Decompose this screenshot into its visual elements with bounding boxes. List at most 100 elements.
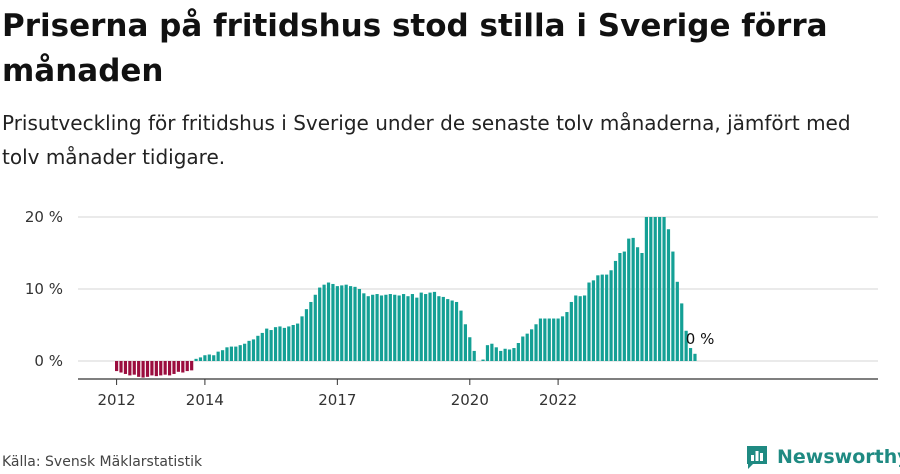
bar	[596, 275, 600, 361]
newsworthy-icon	[747, 446, 767, 469]
bar	[530, 329, 534, 361]
bar	[384, 294, 388, 361]
bar	[207, 354, 211, 361]
bar	[454, 301, 459, 361]
bar	[507, 349, 512, 361]
bar	[587, 282, 591, 361]
bar	[512, 348, 516, 361]
bar	[437, 296, 441, 361]
bar	[137, 361, 141, 377]
bar	[463, 324, 467, 361]
bar	[569, 301, 573, 361]
bar	[167, 361, 172, 376]
bar	[119, 361, 123, 373]
brand-logo: Newsworthy	[745, 442, 900, 472]
bar	[238, 345, 242, 361]
bars	[115, 217, 697, 378]
bar	[247, 340, 251, 361]
bar	[441, 296, 445, 361]
bar	[662, 217, 666, 361]
bar	[123, 361, 128, 374]
bar	[635, 247, 640, 361]
bar	[521, 336, 525, 361]
bar	[419, 292, 423, 361]
bar	[534, 324, 538, 361]
x-tick-label: 2020	[451, 391, 489, 409]
grid-lines	[78, 216, 878, 362]
bar	[468, 337, 472, 361]
bar	[132, 361, 136, 375]
bar	[379, 295, 384, 361]
bar	[313, 294, 317, 361]
bar	[499, 350, 503, 361]
bar	[353, 286, 357, 361]
bar	[494, 347, 498, 361]
chart-subtitle: Prisutveckling för fritidshus i Sverige …	[2, 111, 851, 169]
bar	[154, 361, 158, 377]
bar	[309, 301, 313, 361]
bar	[490, 343, 494, 361]
bar	[291, 325, 295, 361]
bar	[366, 296, 370, 361]
bar	[627, 238, 631, 361]
bar	[251, 339, 256, 361]
bar	[335, 286, 339, 361]
bar	[393, 294, 397, 361]
bar	[220, 350, 225, 361]
bar	[631, 237, 635, 361]
bar	[362, 293, 366, 361]
y-tick-label: 10 %	[25, 280, 63, 298]
x-axis: 2012 2014 2017 2020 2022	[78, 378, 878, 409]
bar	[340, 285, 344, 361]
bar	[653, 217, 657, 361]
bar	[432, 291, 437, 361]
bar	[265, 328, 269, 361]
bar	[260, 332, 264, 361]
bar	[349, 286, 353, 361]
bar	[574, 295, 578, 361]
bar	[640, 253, 644, 361]
bar	[185, 361, 189, 372]
x-tick-label: 2022	[539, 391, 577, 409]
bar	[410, 294, 415, 361]
bar	[318, 287, 322, 361]
brand-name: Newsworthy	[777, 446, 900, 468]
bar	[565, 312, 569, 361]
bar	[172, 361, 176, 374]
bar	[675, 281, 679, 361]
bar	[229, 346, 233, 361]
bar	[424, 294, 428, 361]
bar	[273, 327, 278, 361]
bar	[198, 357, 203, 361]
bar	[485, 345, 490, 361]
bar	[591, 280, 596, 361]
bar	[578, 296, 582, 361]
y-axis-ticks: 0 % 10 % 20 %	[25, 208, 63, 370]
x-tick-label: 2014	[186, 391, 224, 409]
bar	[243, 343, 247, 361]
bar	[278, 326, 282, 361]
bar	[344, 284, 348, 361]
bar	[269, 330, 273, 361]
bar	[600, 274, 604, 361]
bar	[680, 303, 684, 361]
bar	[613, 260, 618, 361]
source-note: Källa: Svensk Mäklarstatistik	[2, 454, 203, 470]
bar	[671, 251, 675, 361]
bar	[287, 326, 291, 361]
bar	[684, 330, 688, 361]
x-tick-label: 2017	[318, 391, 356, 409]
chart-title: Priserna på fritidshus stod stilla i Sve…	[2, 8, 828, 89]
bar	[605, 274, 609, 361]
bar	[176, 361, 181, 372]
bar	[622, 251, 626, 361]
bar	[582, 295, 587, 361]
bar	[481, 359, 485, 361]
bar	[128, 361, 132, 376]
bar	[658, 217, 662, 361]
bar	[163, 361, 167, 375]
bar	[357, 289, 362, 361]
bar	[446, 299, 450, 361]
bar	[688, 348, 693, 361]
